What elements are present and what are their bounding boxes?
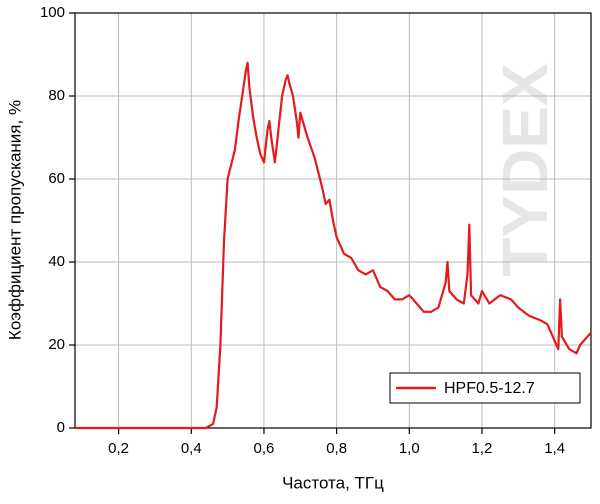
x-axis-label: Частота, ТГц: [282, 473, 384, 492]
x-tick-label: 0,6: [254, 440, 275, 457]
y-axis-label: Коэффициент пропускания, %: [5, 100, 24, 340]
legend-label: HPF0.5-12.7: [444, 380, 535, 397]
x-tick-label: 0,4: [181, 440, 202, 457]
data-line: [75, 61, 592, 430]
y-tick-label: 0: [57, 419, 65, 436]
x-tick-label: 1,4: [544, 440, 565, 457]
y-tick-label: 100: [40, 4, 65, 21]
x-tick-label: 0,8: [326, 440, 347, 457]
y-tick-label: 80: [48, 87, 65, 104]
x-tick-label: 1,2: [472, 440, 493, 457]
x-tick-label: 1,0: [399, 440, 420, 457]
y-tick-label: 20: [48, 336, 65, 353]
x-tick-label: 0,2: [108, 440, 129, 457]
watermark: TYDEX: [489, 63, 561, 277]
plot-frame: [74, 12, 592, 429]
y-tick-label: 60: [48, 170, 65, 187]
y-tick-label: 40: [48, 253, 65, 270]
